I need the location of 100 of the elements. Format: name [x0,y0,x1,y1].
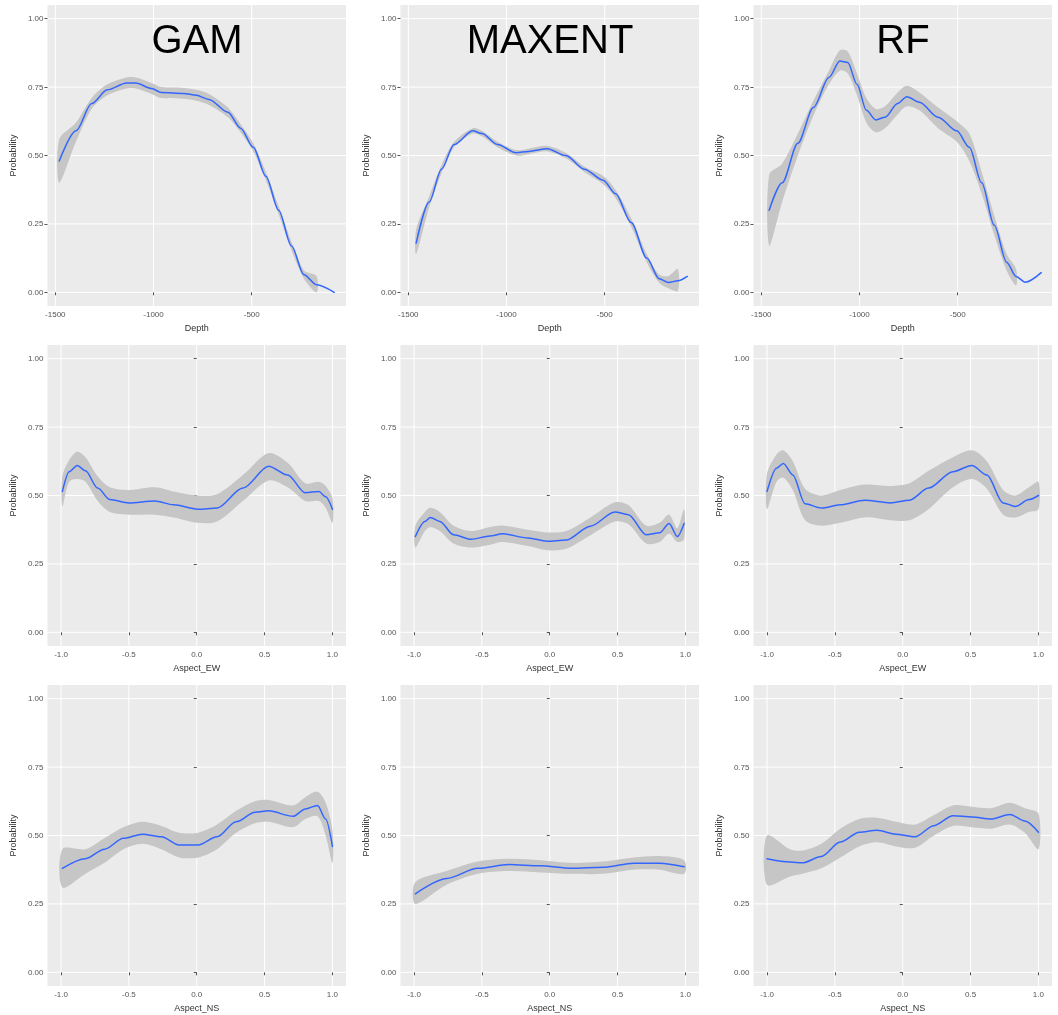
y-axis-title: Probability [7,474,18,517]
y-tick-label: 1.00 [733,694,751,704]
x-tick-label: 0.0 [544,989,556,999]
y-tick-label: 0.75 [27,82,45,92]
x-tick-label: -0.5 [121,649,137,659]
y-tick-label: 0.25 [27,899,45,909]
x-tick-label: -500 [596,309,614,319]
x-tick-label: -1.0 [407,989,422,999]
x-tick-label: -0.5 [121,989,137,999]
x-axis-title: Aspect_NS [527,1002,573,1013]
line-series [414,862,685,895]
x-tick-label: 1.0 [1032,649,1045,659]
x-tick-label: 0.5 [612,989,624,999]
y-tick-label: 0.50 [733,151,751,160]
x-tick-label: -1.0 [54,989,69,999]
y-tick-label: 0.75 [380,762,398,772]
y-tick-label: 0.50 [733,491,751,500]
x-tick-label: -500 [243,309,261,319]
x-axis-title: Depth [184,322,209,333]
y-tick-label: 0.75 [733,762,751,772]
x-tick-label: 0.5 [259,989,271,999]
y-axis-title: Probability [713,474,724,517]
y-tick-label: 1.00 [380,694,398,704]
line-series [61,804,334,870]
x-tick-label: -1500 [398,309,420,319]
y-tick-label: 0.25 [380,899,398,909]
y-tick-label: 0.75 [27,422,45,432]
x-tick-label: 0.5 [965,649,977,659]
y-axis-title: Probability [360,474,371,517]
x-tick-label: -1000 [143,309,165,319]
x-tick-label: 0.5 [965,989,977,999]
x-axis-title: Aspect_NS [880,1002,926,1013]
y-tick-label: 0.75 [733,422,751,432]
x-tick-label: -1.0 [760,989,775,999]
x-axis-title: Aspect_EW [526,662,574,673]
x-tick-label: -1500 [751,309,773,319]
y-tick-label: 0.50 [380,151,398,160]
x-tick-label: -0.5 [827,989,843,999]
x-tick-label: 1.0 [326,989,339,999]
y-axis-title: Probability [713,814,724,857]
y-tick-label: 0.25 [27,559,45,569]
chart-title: MAXENT [466,17,634,61]
chart-title: GAM [151,17,243,61]
y-axis-title: Probability [713,134,724,177]
chart-title: RF [876,17,930,61]
line-series [61,464,334,510]
x-tick-label: 0.5 [259,649,271,659]
y-tick-label: 1.00 [27,14,45,24]
x-tick-label: -500 [949,309,967,319]
y-tick-label: 0.50 [380,831,398,840]
y-tick-label: 0.00 [27,627,45,637]
x-tick-label: 0.0 [897,649,909,659]
y-tick-label: 0.00 [380,287,398,297]
x-tick-label: -1000 [496,309,518,319]
y-axis-title: Probability [360,134,371,177]
y-tick-label: 0.25 [733,899,751,909]
y-tick-label: 1.00 [27,694,45,704]
y-tick-label: 0.00 [380,627,398,637]
x-tick-label: -0.5 [827,649,843,659]
x-tick-label: -1000 [849,309,871,319]
y-tick-label: 0.50 [380,491,398,500]
y-tick-label: 1.00 [380,14,398,24]
x-axis-title: Aspect_NS [174,1002,220,1013]
x-tick-label: -1.0 [54,649,69,659]
x-tick-label: -1.0 [760,649,775,659]
x-tick-label: 0.0 [897,989,909,999]
x-tick-label: -0.5 [474,989,490,999]
x-tick-label: 0.0 [191,989,203,999]
y-tick-label: 0.50 [27,831,45,840]
y-tick-label: 0.00 [733,967,751,977]
y-tick-label: 0.25 [380,219,398,229]
x-tick-label: -1.0 [407,649,422,659]
x-tick-label: 0.5 [612,649,624,659]
y-tick-label: 0.25 [380,559,398,569]
y-tick-label: 0.50 [27,151,45,160]
x-tick-label: -1500 [45,309,67,319]
y-tick-label: 0.00 [380,967,398,977]
y-axis-title: Probability [7,134,18,177]
y-tick-label: 0.00 [733,627,751,637]
y-tick-label: 0.75 [733,82,751,92]
x-axis-title: Aspect_EW [879,662,927,673]
line-series [414,511,685,542]
x-axis-title: Depth [890,322,915,333]
y-tick-label: 0.50 [27,491,45,500]
x-tick-label: 0.0 [544,649,556,659]
x-tick-label: 1.0 [326,649,339,659]
x-axis-title: Aspect_EW [173,662,221,673]
y-tick-label: 0.25 [733,219,751,229]
y-tick-label: 0.75 [380,422,398,432]
y-tick-label: 1.00 [733,354,751,364]
y-tick-label: 0.75 [380,82,398,92]
y-tick-label: 0.00 [733,287,751,297]
line-series [766,462,1040,509]
x-tick-label: 0.0 [191,649,203,659]
y-tick-label: 0.25 [27,219,45,229]
y-tick-label: 0.50 [733,831,751,840]
y-tick-label: 0.00 [27,287,45,297]
x-tick-label: -0.5 [474,649,490,659]
y-tick-label: 0.00 [27,967,45,977]
y-tick-label: 1.00 [380,354,398,364]
